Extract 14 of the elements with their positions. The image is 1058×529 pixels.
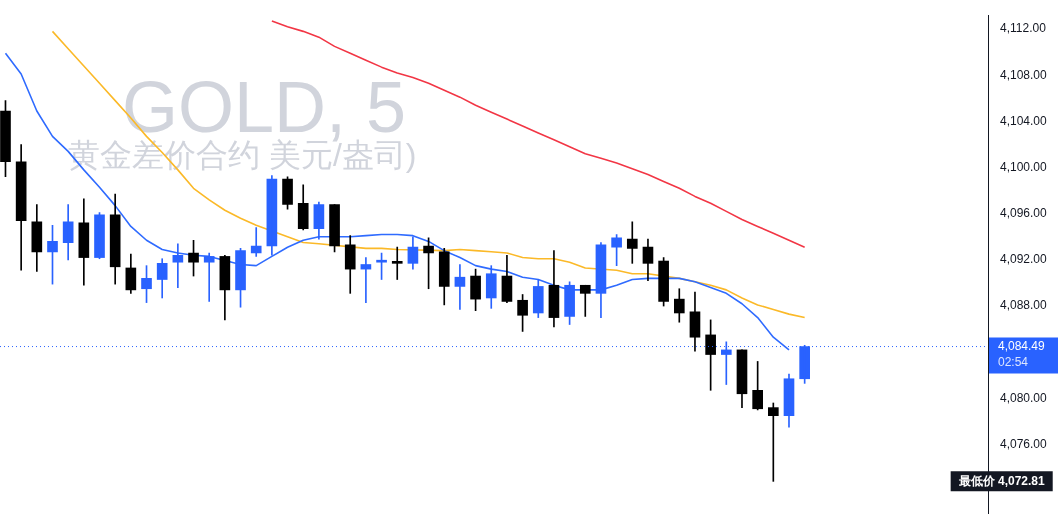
y-tick-label: 4,112.00 [1000, 21, 1047, 36]
text: 02:54 [998, 354, 1029, 369]
y-tick-label: 4,080.00 [1000, 390, 1048, 405]
y-tick-label: 4,104.00 [1000, 113, 1048, 128]
candlestick [203, 252, 215, 302]
y-tick-label: 4,088.00 [1000, 298, 1048, 313]
y-tick-label: 4,096.00 [1000, 206, 1048, 221]
text: 最低价 4,072.81 [957, 473, 1046, 488]
ref-line-label: 4,084.49 [998, 338, 1046, 353]
y-tick-label: 4,100.00 [1000, 159, 1048, 174]
y-tick-label: 4,092.00 [1000, 252, 1048, 267]
y-tick-label: 4,076.00 [1000, 436, 1048, 451]
y-tick-label: 4,108.00 [1000, 67, 1048, 82]
candlestick [391, 246, 403, 280]
